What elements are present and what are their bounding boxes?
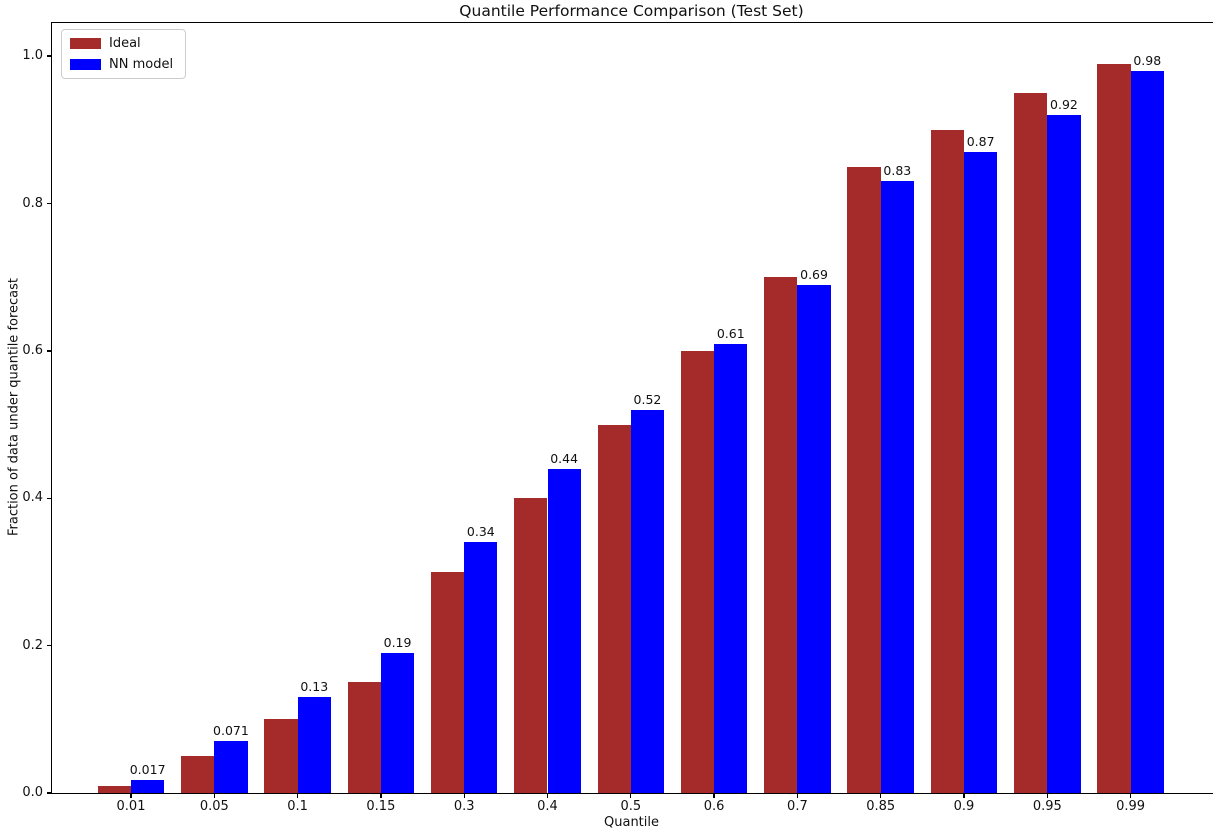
bar-ideal	[430, 571, 465, 793]
legend-swatch-ideal	[70, 38, 101, 49]
bar-value-label: 0.017	[129, 762, 166, 778]
x-tick-mark	[546, 794, 549, 798]
bar-ideal	[680, 350, 715, 793]
y-tick-label: 0.4	[22, 490, 43, 506]
x-tick-mark	[880, 794, 882, 798]
bar-value-label: 0.13	[300, 679, 329, 695]
bar-ideal	[514, 498, 548, 793]
bar-value-label: 0.44	[550, 450, 579, 466]
legend-swatch-nn-model	[70, 59, 101, 70]
bar-value-label: 0.83	[883, 163, 912, 179]
bar-value-label: 0.87	[966, 133, 995, 149]
bar-value-label: 0.92	[1050, 97, 1078, 113]
bar-value-label: 0.34	[466, 524, 495, 540]
x-tick-label: 0.5	[620, 799, 642, 814]
x-tick-label: 0.05	[199, 799, 229, 814]
bar-nn-model	[547, 468, 581, 793]
bar-nn-model	[1047, 115, 1081, 793]
bar-ideal	[1014, 93, 1048, 793]
bar-value-label: 0.98	[1133, 52, 1162, 68]
y-tick-mark	[47, 55, 51, 57]
bar-ideal	[847, 166, 881, 793]
bar-ideal	[97, 785, 131, 793]
x-tick-mark	[380, 794, 382, 798]
bar-nn-model	[131, 780, 165, 793]
bar-value-label: 0.69	[800, 266, 828, 282]
legend-label-nn-model: NN model	[109, 57, 174, 72]
legend-label-ideal: Ideal	[109, 36, 141, 51]
bar-nn-model	[880, 181, 914, 793]
x-tick-label: 0.85	[866, 799, 896, 814]
x-tick-mark	[963, 794, 965, 798]
bar-value-label: 0.52	[633, 391, 662, 407]
bar-value-label: 0.61	[716, 325, 745, 341]
x-tick-label: 0.1	[287, 799, 308, 814]
x-tick-label: 0.95	[1032, 799, 1062, 814]
x-tick-label: 0.99	[1116, 799, 1146, 814]
bar-ideal	[597, 424, 631, 793]
x-tick-label: 0.7	[787, 799, 808, 814]
x-tick-label: 0.6	[703, 799, 725, 814]
plot-area: Ideal NN model 0.0 0.2 0.4 0.6 0.8 1.0 0.01 0.0…	[22, 22, 1213, 814]
x-tick-label: 0.3	[453, 799, 475, 814]
bar-nn-model	[214, 740, 248, 793]
bar-nn-model	[714, 343, 748, 793]
y-tick-mark	[47, 644, 51, 647]
y-tick-mark	[47, 202, 51, 205]
x-tick-label: 0.15	[366, 799, 396, 814]
bar-nn-model	[964, 151, 998, 793]
x-tick-mark	[130, 794, 132, 798]
x-tick-mark	[796, 794, 799, 798]
bar-ideal	[347, 682, 381, 793]
x-tick-mark	[296, 794, 299, 798]
y-tick-label: 0.6	[22, 342, 43, 358]
legend-item-ideal: Ideal	[70, 36, 173, 51]
y-tick-mark	[47, 350, 51, 352]
x-tick-label: 0.9	[953, 799, 975, 814]
chart-title: Quantile Performance Comparison (Test Se…	[459, 2, 804, 20]
legend-item-nn-model: NN model	[70, 57, 173, 72]
bar-nn-model	[297, 697, 331, 793]
x-tick-label: 0.4	[537, 799, 558, 814]
x-tick-mark	[213, 794, 215, 798]
x-tick-mark	[1129, 794, 1132, 798]
bar-nn-model	[630, 409, 665, 793]
y-tick-label: 1.0	[22, 48, 43, 64]
y-tick-mark	[47, 497, 51, 499]
bar-value-label: 0.19	[383, 635, 412, 650]
x-tick-mark	[1046, 794, 1048, 798]
bar-ideal	[930, 129, 964, 793]
bar-nn-model	[464, 542, 498, 793]
x-axis-label: Quantile	[604, 815, 659, 830]
x-tick-label: 0.01	[116, 799, 146, 814]
x-tick-mark	[463, 794, 465, 798]
x-tick-mark	[713, 794, 715, 798]
y-tick-label: 0.2	[22, 637, 43, 653]
legend: Ideal NN model	[61, 29, 187, 79]
bar-ideal	[264, 719, 298, 793]
x-tick-mark	[630, 794, 632, 798]
bar-ideal	[181, 756, 215, 793]
bar-ideal	[764, 277, 798, 793]
y-tick-label: 0.0	[22, 785, 43, 800]
bar-ideal	[1097, 63, 1131, 793]
bar-nn-model	[1130, 70, 1164, 793]
y-tick-mark	[47, 792, 51, 794]
y-tick-label: 0.8	[22, 195, 43, 211]
bar-nn-model	[797, 284, 831, 793]
bar-nn-model	[380, 653, 415, 793]
bar-value-label: 0.071	[213, 722, 249, 738]
